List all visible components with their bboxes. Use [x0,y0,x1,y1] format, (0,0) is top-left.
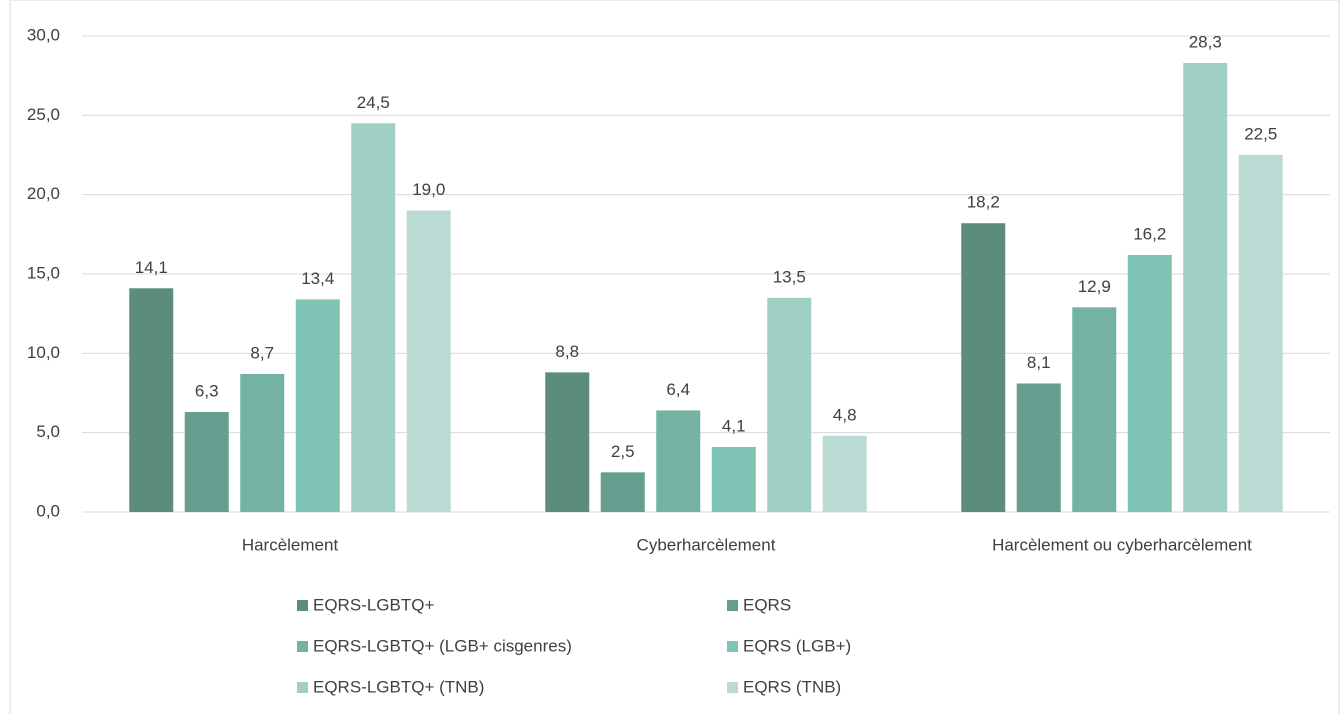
y-tick-label: 25,0 [27,105,60,124]
value-label: 19,0 [412,180,445,199]
y-tick-label: 15,0 [27,263,60,282]
legend-label: EQRS (TNB) [743,677,841,696]
bar [711,446,756,512]
legend-swatch [297,600,308,611]
legend-swatch [297,682,308,693]
chart-border [9,0,1340,714]
bar [600,472,645,512]
bar [1127,254,1172,512]
value-label: 8,1 [1027,353,1051,372]
bar [1072,307,1117,512]
bar [656,410,701,512]
legend-swatch [727,682,738,693]
value-label: 14,1 [135,258,168,277]
bar [129,288,174,512]
y-tick-label: 20,0 [27,184,60,203]
y-tick-label: 30,0 [27,25,60,44]
legend-swatch [297,641,308,652]
legend-label: EQRS (LGB+) [743,636,851,655]
value-label: 24,5 [357,93,390,112]
value-label: 18,2 [967,193,1000,212]
legend-label: EQRS [743,595,791,614]
legend-swatch [727,600,738,611]
value-label: 16,2 [1133,224,1166,243]
x-tick-label: Harcèlement [242,535,339,554]
bar [1238,155,1283,512]
legend-label: EQRS-LGBTQ+ [313,595,434,614]
bar [961,223,1006,512]
bar [184,412,229,512]
legend-label: EQRS-LGBTQ+ (LGB+ cisgenres) [313,636,572,655]
value-label: 8,7 [250,343,274,362]
value-label: 13,4 [301,269,334,288]
bar [1016,383,1061,512]
y-tick-label: 0,0 [36,501,60,520]
bar [406,210,451,513]
bar [767,297,812,512]
bar [545,372,590,512]
bar [1183,62,1228,513]
value-label: 22,5 [1244,124,1277,143]
bar [351,123,396,513]
legend-label: EQRS-LGBTQ+ (TNB) [313,677,484,696]
bar [822,435,867,512]
value-label: 8,8 [555,342,579,361]
value-label: 13,5 [773,267,806,286]
value-label: 6,3 [195,382,219,401]
x-tick-label: Cyberharcèlement [637,535,776,554]
y-tick-label: 10,0 [27,343,60,362]
bar [295,299,340,512]
value-label: 12,9 [1078,277,1111,296]
x-tick-label: Harcèlement ou cyberharcèlement [992,535,1252,554]
value-label: 2,5 [611,442,635,461]
bar [240,373,285,512]
value-label: 4,8 [833,405,857,424]
y-tick-label: 5,0 [36,422,60,441]
legend-swatch [727,641,738,652]
value-label: 6,4 [666,380,690,399]
value-label: 4,1 [722,416,746,435]
value-label: 28,3 [1189,32,1222,51]
